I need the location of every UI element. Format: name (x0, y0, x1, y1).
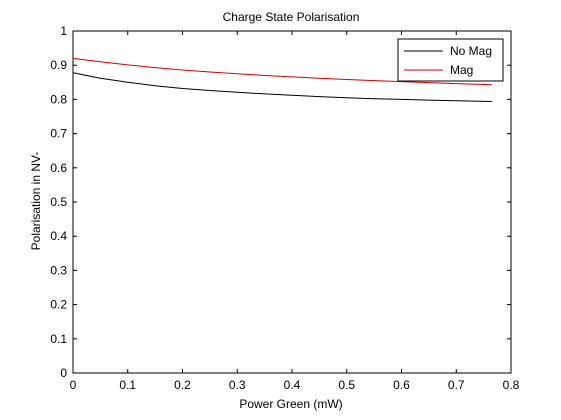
x-tick-label: 0.5 (338, 378, 355, 392)
x-tick-label: 0.2 (174, 378, 191, 392)
y-tick-label: 0.8 (50, 92, 67, 106)
x-axis-title: Power Green (mW) (239, 397, 342, 411)
tick-labels: 0 0.1 0.2 0.3 0.4 0.5 0.6 0.7 0.8 0 0.1 0.2 0.3 0.4 0.… (50, 24, 519, 392)
x-tick-label: 0.1 (119, 378, 136, 392)
y-tick-label: 0.9 (50, 58, 67, 72)
x-tick-label: 0.7 (448, 378, 465, 392)
x-tick-label: 0.6 (393, 378, 410, 392)
y-tick-label: 0.7 (50, 127, 67, 141)
legend-label-no-mag: No Mag (450, 44, 492, 58)
chart-title: Charge State Polarisation (223, 10, 360, 24)
y-tick-label: 0.4 (50, 229, 67, 243)
plot-area (72, 30, 512, 374)
x-tick-label: 0.8 (503, 378, 520, 392)
y-axis-title: Polarisation in NV- (29, 152, 43, 251)
legend-box (397, 38, 504, 82)
series-line-mag (72, 57, 492, 86)
legend-label-mag: Mag (450, 63, 473, 77)
series-lines (72, 57, 492, 102)
x-tick-label: 0.4 (284, 378, 301, 392)
series-line-no-mag (72, 72, 492, 102)
y-tick-label: 0.5 (50, 195, 67, 209)
y-tick-label: 0.1 (50, 332, 67, 346)
x-tick-label: 0.3 (229, 378, 246, 392)
ticks (72, 30, 512, 374)
y-tick-label: 0.6 (50, 161, 67, 175)
legend: No Mag Mag (397, 38, 504, 82)
y-tick-label: 0 (60, 366, 67, 380)
x-tick-label: 0 (70, 378, 77, 392)
y-tick-label: 1 (60, 24, 67, 38)
y-tick-label: 0.2 (50, 298, 67, 312)
y-tick-label: 0.3 (50, 263, 67, 277)
